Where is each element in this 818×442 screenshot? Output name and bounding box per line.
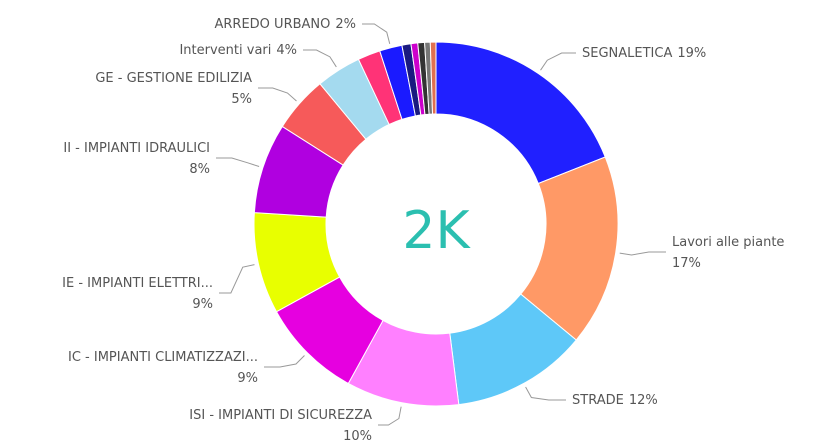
category-label: IC - IMPIANTI CLIMATIZZAZI... [68,350,258,365]
leader-line [525,386,566,401]
leader-line [258,87,297,102]
value-label: 4% [276,43,297,58]
value-label: 9% [237,371,258,386]
value-label: 12% [629,393,658,408]
leader-line [540,52,576,71]
data-label: SEGNALETICA 19% [582,46,706,61]
value-label: 8% [189,162,210,177]
value-label: 10% [343,429,372,442]
data-label: ISI - IMPIANTI DI SICUREZZA 10% [189,408,372,442]
value-label: 2% [335,17,356,32]
category-label: SEGNALETICA [582,46,672,61]
value-label: 5% [231,92,252,107]
category-label: STRADE [572,393,624,408]
leader-line [219,264,255,294]
data-label: Lavori alle piante 17% [672,235,784,271]
category-label: GE - GESTIONE EDILIZIA [95,71,252,86]
slice [435,41,606,185]
data-label: IC - IMPIANTI CLIMATIZZAZI... 9% [68,350,258,386]
leader-line [362,23,391,44]
category-label: Interventi vari [179,43,271,58]
data-label: Interventi vari 4% [179,43,297,58]
value-label: 9% [192,297,213,312]
data-label: II - IMPIANTI IDRAULICI 8% [63,141,210,177]
leader-line [264,355,305,368]
value-label: 19% [677,46,706,61]
leader-line [619,251,666,256]
category-label: II - IMPIANTI IDRAULICI [63,141,210,156]
category-label: ISI - IMPIANTI DI SICUREZZA [189,408,372,423]
leader-line [303,49,337,68]
category-label: ARREDO URBANO [215,17,331,32]
category-label: IE - IMPIANTI ELETTRI... [62,276,213,291]
slice [429,41,437,115]
value-label: 17% [672,256,701,271]
leader-line [378,406,402,426]
category-label: Lavori alle piante [672,235,784,250]
center-label: 2K [402,201,471,261]
data-label: STRADE 12% [572,393,658,408]
data-label: ARREDO URBANO 2% [215,17,357,32]
data-label: IE - IMPIANTI ELETTRI... 9% [62,276,213,312]
leader-line [216,157,260,167]
data-label: GE - GESTIONE EDILIZIA 5% [95,71,252,107]
